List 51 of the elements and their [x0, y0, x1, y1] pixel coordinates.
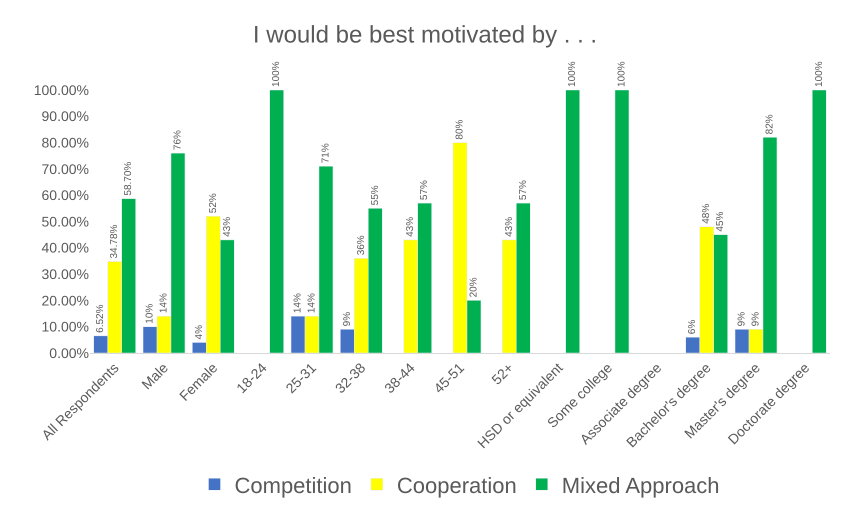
bar [812, 90, 827, 353]
y-tick-label: 60.00% [42, 187, 89, 204]
data-label: 100% [567, 61, 578, 87]
data-label: 100% [271, 61, 282, 87]
data-label: 57% [419, 180, 430, 200]
y-tick-label: 80.00% [42, 134, 89, 150]
data-label: 76% [172, 130, 184, 150]
y-tick-label: 40.00% [42, 240, 89, 256]
data-label: 14% [292, 293, 304, 314]
y-tick-label: 20.00% [42, 292, 89, 308]
data-label: 10% [144, 304, 156, 324]
bar [565, 90, 580, 353]
legend-label: Mixed Approach [562, 472, 720, 498]
data-label: 6% [687, 320, 698, 334]
data-label: 48% [701, 204, 712, 224]
bar [269, 90, 284, 353]
data-label: 36% [356, 235, 367, 256]
y-tick-label: 50.00% [42, 213, 89, 230]
legend-label: Competition [234, 472, 352, 498]
data-label: 20% [468, 277, 480, 298]
data-label: 9% [750, 312, 762, 326]
data-label: 6.52% [95, 304, 106, 333]
data-label: 4% [194, 324, 205, 340]
data-label: 43% [504, 216, 515, 237]
data-label: 58.70% [123, 162, 134, 196]
y-tick-label: 70.00% [42, 160, 89, 177]
data-label: 52% [208, 193, 219, 214]
data-label: 55% [370, 185, 381, 206]
data-label: 14% [158, 293, 170, 314]
data-label: 57% [518, 180, 529, 200]
data-label: 80% [454, 119, 466, 140]
data-label: 100% [814, 61, 825, 87]
chart-title: I would be best motivated by . . . [252, 22, 598, 49]
data-label: 71% [320, 143, 332, 164]
data-label: 34.78% [109, 224, 120, 259]
data-label: 43% [405, 216, 416, 237]
bar [614, 90, 630, 353]
data-label: 43% [222, 216, 233, 237]
legend-label: Cooperation [396, 472, 517, 498]
y-tick-label: 90.00% [42, 108, 89, 124]
y-tick-label: 0.00% [49, 344, 89, 361]
data-label: 14% [306, 293, 318, 314]
data-label: 9% [736, 312, 748, 326]
x-tick-label: 52+ [488, 360, 516, 388]
data-label: 82% [764, 114, 776, 134]
data-label: 45% [715, 212, 726, 232]
data-label: 100% [616, 61, 628, 87]
y-tick-label: 100.00% [34, 82, 89, 98]
y-tick-label: 30.00% [42, 266, 89, 282]
data-label: 9% [342, 312, 353, 326]
y-tick-label: 10.00% [42, 318, 89, 335]
